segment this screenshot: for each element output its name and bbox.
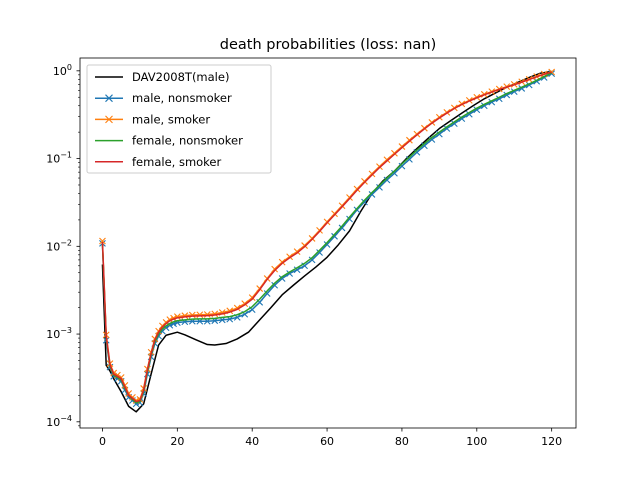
data-point-marker bbox=[391, 169, 398, 177]
y-tick-label: 100 bbox=[53, 63, 72, 78]
data-point-marker bbox=[99, 237, 106, 245]
legend-label: DAV2008T(male) bbox=[132, 70, 229, 84]
y-tick-label: 10−4 bbox=[46, 414, 72, 429]
legend: DAV2008T(male) male, nonsmoker male, smoke… bbox=[86, 64, 272, 174]
data-point-marker bbox=[428, 136, 436, 143]
legend-label: male, smoker bbox=[132, 112, 210, 126]
data-point-marker bbox=[203, 311, 211, 318]
data-point-marker bbox=[368, 191, 376, 198]
data-point-marker bbox=[443, 125, 451, 132]
x-tick-label: 60 bbox=[320, 435, 334, 448]
series-line bbox=[101, 71, 552, 403]
data-point-marker bbox=[316, 249, 323, 256]
series-0 bbox=[101, 70, 552, 413]
data-point-marker bbox=[271, 281, 279, 289]
data-point-marker bbox=[331, 232, 338, 240]
plot-frame bbox=[79, 57, 577, 429]
data-point-marker bbox=[338, 224, 346, 232]
data-point-marker bbox=[435, 130, 443, 138]
y-tick-base: 10 bbox=[46, 416, 60, 429]
y-tick-exponent: −4 bbox=[60, 414, 72, 423]
data-point-marker bbox=[458, 115, 466, 123]
y-tick-label: 10−3 bbox=[46, 326, 72, 341]
x-tick-label: 40 bbox=[245, 435, 259, 448]
legend-label: male, nonsmoker bbox=[132, 91, 232, 105]
data-point-marker bbox=[361, 198, 368, 206]
y-tick-exponent: −2 bbox=[60, 238, 72, 247]
legend-marker bbox=[105, 94, 113, 103]
series-4 bbox=[101, 71, 552, 403]
data-point-marker bbox=[353, 185, 361, 193]
data-point-marker bbox=[293, 266, 301, 274]
series-line bbox=[101, 70, 552, 413]
data-point-marker bbox=[323, 241, 331, 248]
y-tick-base: 10 bbox=[53, 65, 67, 78]
data-point-marker bbox=[278, 275, 286, 282]
data-point-marker bbox=[346, 215, 353, 223]
data-point-marker bbox=[376, 183, 383, 191]
data-point-marker bbox=[308, 256, 316, 264]
data-point-marker bbox=[383, 176, 391, 184]
data-point-marker bbox=[398, 162, 406, 170]
y-tick-exponent: 0 bbox=[67, 63, 72, 72]
data-point-marker bbox=[368, 170, 376, 178]
y-tick-label: 10−1 bbox=[46, 151, 72, 166]
data-point-marker bbox=[271, 265, 279, 273]
series-layer bbox=[99, 68, 556, 413]
x-tick-label: 20 bbox=[170, 435, 184, 448]
x-tick-label: 100 bbox=[466, 435, 487, 448]
y-tick-base: 10 bbox=[46, 153, 60, 166]
legend-marker bbox=[105, 115, 113, 124]
x-tick-label: 0 bbox=[99, 435, 106, 448]
y-tick-exponent: −1 bbox=[60, 151, 72, 160]
y-tick-base: 10 bbox=[46, 240, 60, 253]
data-point-marker bbox=[421, 142, 428, 150]
data-point-marker bbox=[263, 290, 271, 297]
x-tick-label: 80 bbox=[395, 435, 409, 448]
data-point-marker bbox=[406, 155, 413, 163]
y-tick-label: 10−2 bbox=[46, 238, 72, 253]
data-point-marker bbox=[278, 258, 286, 266]
legend-label: female, smoker bbox=[132, 155, 222, 169]
y-tick-exponent: −3 bbox=[60, 326, 72, 335]
legend-box bbox=[86, 64, 272, 174]
chart-title: death probabilities (loss: nan) bbox=[220, 37, 436, 53]
y-tick-base: 10 bbox=[46, 328, 60, 341]
data-point-marker bbox=[465, 110, 473, 118]
data-point-marker bbox=[196, 311, 204, 319]
data-point-marker bbox=[413, 148, 421, 156]
data-point-marker bbox=[450, 120, 458, 128]
x-tick-label: 120 bbox=[541, 435, 562, 448]
legend-label: female, nonsmoker bbox=[132, 134, 243, 148]
